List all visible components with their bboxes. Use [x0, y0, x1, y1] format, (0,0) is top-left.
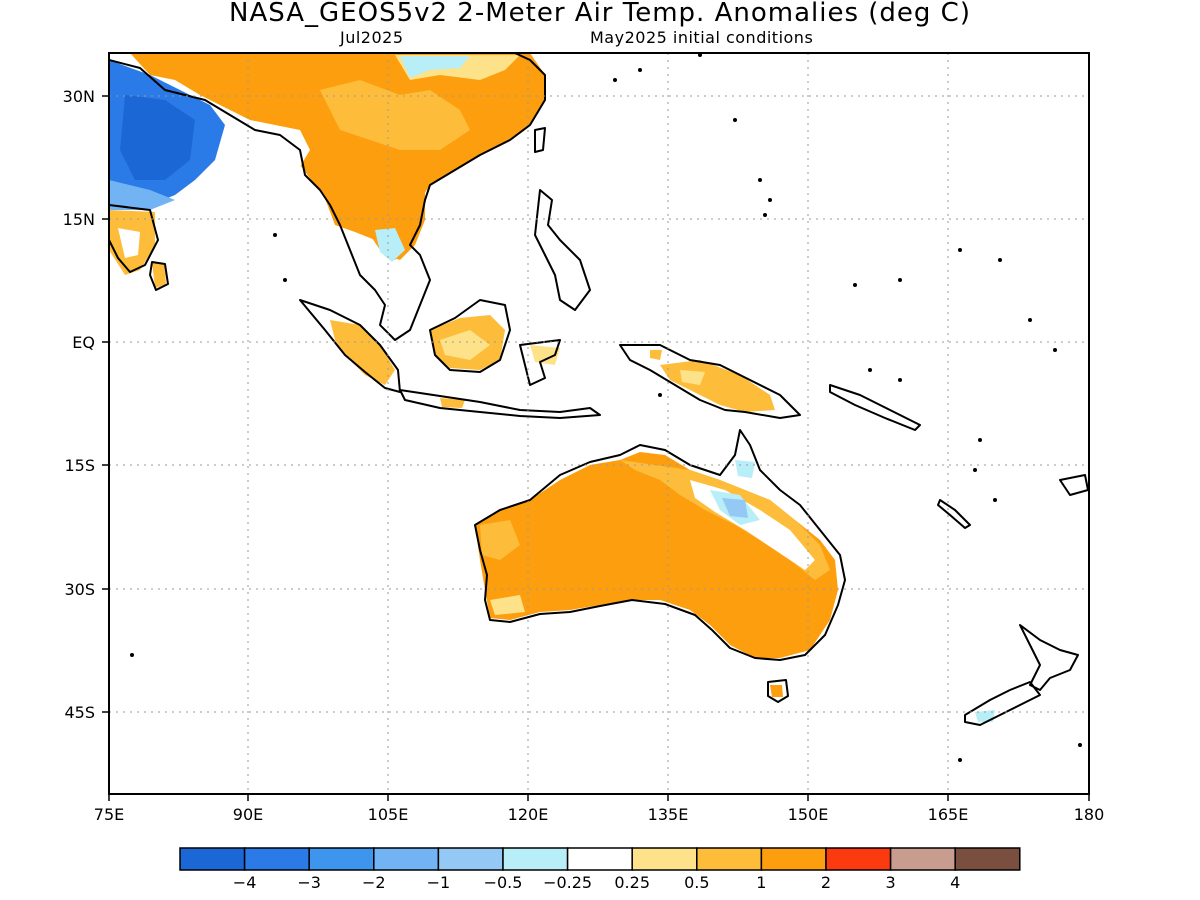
colorbar-tick-label: −1 [427, 873, 451, 892]
map-panel [102, 52, 1090, 801]
lat-label: EQ [72, 333, 95, 352]
colorbar-tick-label: 2 [821, 873, 831, 892]
new-guinea-slight [680, 370, 705, 385]
lon-label: 165E [928, 805, 969, 824]
new-guinea-coastline [619, 344, 801, 419]
colorbar-swatch [889, 847, 956, 871]
colorbar-swatch [243, 847, 310, 871]
colorbar-swatch [566, 847, 633, 871]
asia-anomaly-field [109, 53, 545, 288]
sulawesi-coastline [519, 339, 561, 386]
tibet-light-cold [400, 56, 470, 78]
colorbar-tick-label: 0.5 [684, 873, 709, 892]
colorbar-tick-label: −2 [362, 873, 386, 892]
colorbar-swatch [308, 847, 375, 871]
colorbar-tick-label: −4 [233, 873, 257, 892]
colorbar: −4 −3 −2 −1 −0.5 −0.25 0.25 0.5 1 2 3 4 [179, 847, 1021, 892]
tasmania-warm [770, 685, 783, 697]
forecast-month: Jul2025 [340, 28, 404, 47]
philippines-coastline [534, 189, 591, 311]
map-frame [108, 52, 1090, 795]
queensland-blue [722, 498, 748, 518]
longitude-labels: 75E 90E 105E 120E 135E 150E 165E 180 [94, 805, 1105, 824]
tasmania-coastline [767, 679, 789, 703]
small-islands [130, 53, 1082, 762]
west-aus-moderate [480, 520, 520, 560]
colorbar-swatch [179, 847, 246, 871]
borneo-slight [440, 330, 490, 360]
lon-label: 105E [368, 805, 409, 824]
colorbar-tick-label: −0.25 [543, 873, 592, 892]
indochina-warm-region [320, 160, 425, 260]
asia-coastline [109, 53, 546, 341]
java-coastline [399, 389, 601, 419]
australia-anomaly-field [475, 452, 995, 722]
colorbar-tick-label: −3 [297, 873, 321, 892]
colorbar-tick-label: 3 [886, 873, 896, 892]
initial-conditions: May2025 initial conditions [590, 28, 814, 47]
coastlines [109, 53, 1089, 726]
lon-label: 150E [788, 805, 829, 824]
colorbar-swatch [760, 847, 827, 871]
himalaya-white [250, 120, 310, 175]
lon-label: 120E [508, 805, 549, 824]
lat-label: 30N [63, 87, 95, 106]
latitude-labels: 30N 15N EQ 15S 30S 45S [63, 87, 95, 722]
china-moderate-region [320, 80, 470, 150]
solomon-coastline [829, 384, 921, 431]
indochina-light-cold [375, 228, 405, 262]
india-coastline [109, 204, 159, 273]
colorbar-tick-label: 0.25 [614, 873, 650, 892]
cape-york-light-cold [735, 460, 755, 478]
south-aus-slight [490, 595, 525, 615]
lat-label: 15N [63, 210, 95, 229]
lon-label: 135E [648, 805, 689, 824]
lat-label: 45S [64, 703, 95, 722]
colorbar-swatch [502, 847, 569, 871]
new-zealand-north-coastline [1019, 624, 1079, 691]
borneo-coastline [429, 299, 511, 373]
lat-label: 15S [64, 456, 95, 475]
colorbar-tick-label: 1 [756, 873, 766, 892]
sri-lanka-coastline [149, 261, 169, 291]
colorbar-swatch [954, 847, 1021, 871]
pacific-island-warm [650, 350, 662, 360]
colorbar-swatch [696, 847, 763, 871]
lon-label: 90E [233, 805, 263, 824]
lon-label: 75E [94, 805, 124, 824]
colorbar-swatch [373, 847, 440, 871]
colorbar-swatch [631, 847, 698, 871]
sulawesi-warm [530, 345, 560, 365]
sumatra-warm [330, 320, 395, 385]
fiji-coastline [1059, 474, 1089, 496]
colorbar-tick-label: −0.5 [484, 873, 523, 892]
colorbar-swatch [825, 847, 892, 871]
graticule [109, 53, 1089, 794]
india-very-cold-core [120, 95, 195, 180]
lat-label: 30S [64, 580, 95, 599]
axis-ticks [102, 95, 1090, 801]
java-warm [440, 398, 465, 408]
sri-lanka-warm [152, 262, 166, 288]
colorbar-swatch [437, 847, 504, 871]
australia-coastline [474, 429, 846, 661]
india-white [118, 228, 140, 258]
new-zealand-south-coastline [964, 681, 1041, 726]
india-light-cold-edge [109, 180, 175, 210]
vanuatu-coastline [937, 499, 971, 529]
map-title: NASA_GEOS5v2 2-Meter Air Temp. Anomalies… [229, 0, 971, 28]
taiwan-coastline [534, 127, 546, 153]
colorbar-tick-label: 4 [950, 873, 960, 892]
lon-label: 180 [1074, 805, 1105, 824]
